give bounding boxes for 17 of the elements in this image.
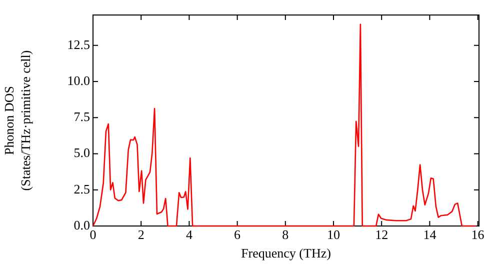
x-tick-label: 16 — [471, 227, 485, 242]
y-tick-label: 0.0 — [74, 217, 90, 232]
x-tick-label: 14 — [423, 227, 437, 242]
x-tick-label: 2 — [138, 227, 144, 242]
x-tick-label: 8 — [282, 227, 289, 242]
x-tick-label: 12 — [375, 227, 388, 242]
x-tick-label: 4 — [186, 227, 193, 242]
y-axis-title: Phonon DOS (States/THz·primitive cell) — [2, 50, 33, 191]
y-tick-label: 2.5 — [74, 181, 90, 196]
y-tick-label: 5.0 — [74, 145, 90, 160]
y-tick-label: 7.5 — [74, 109, 90, 124]
y-tick-label: 12.5 — [67, 36, 90, 52]
y-tick-label: 10.0 — [67, 72, 90, 88]
x-tick-label: 0 — [90, 227, 96, 242]
x-tick-label: 6 — [234, 227, 242, 242]
x-axis-title: Frequency (THz) — [241, 246, 331, 261]
x-tick-label: 10 — [327, 227, 340, 242]
